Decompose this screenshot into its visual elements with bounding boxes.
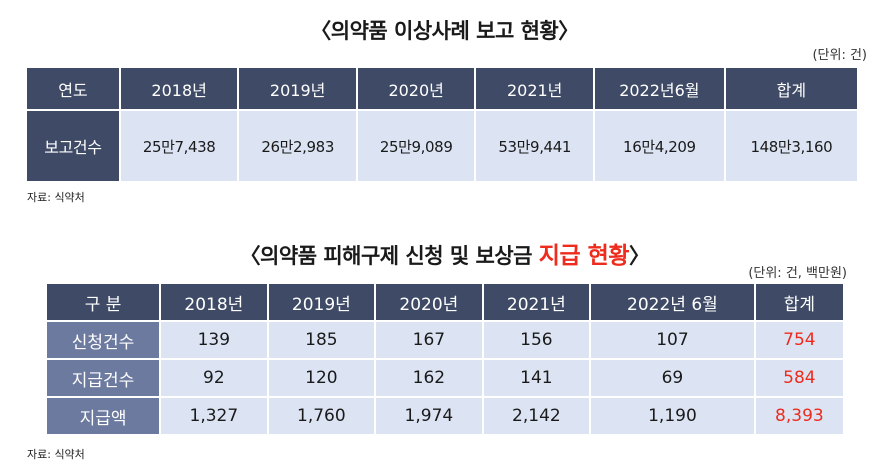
header-cell: 2021년 <box>483 284 590 320</box>
row-label: 신청건수 <box>47 322 160 358</box>
header-cell: 2020년 <box>376 284 482 320</box>
table-header-row: 구 분 2018년 2019년 2020년 2021년 2022년 6월 합계 <box>47 284 843 320</box>
header-cell: 합계 <box>755 284 843 320</box>
damage-relief-table: 구 분 2018년 2019년 2020년 2021년 2022년 6월 합계 … <box>45 282 845 436</box>
table-cell: 162 <box>376 360 482 396</box>
header-cell: 구 분 <box>47 284 160 320</box>
table-cell: 92 <box>161 360 267 396</box>
table-cell: 1,190 <box>591 398 754 434</box>
report-source-note: 자료: 식약처 <box>27 191 85 204</box>
table-cell: 141 <box>483 360 590 396</box>
total-cell: 584 <box>755 360 843 396</box>
table-cell: 185 <box>268 322 375 358</box>
header-cell: 합계 <box>725 68 857 109</box>
header-cell: 2018년 <box>161 284 267 320</box>
total-cell: 8,393 <box>755 398 843 434</box>
table-cell: 25만9,089 <box>357 111 475 181</box>
header-cell: 2018년 <box>120 68 238 109</box>
table-row: 지급건수 92 120 162 141 69 584 <box>47 360 843 396</box>
header-cell: 2019년 <box>268 284 375 320</box>
table-cell: 69 <box>591 360 754 396</box>
table-cell: 148만3,160 <box>725 111 857 181</box>
header-cell: 2019년 <box>239 68 356 109</box>
header-cell: 연도 <box>27 68 119 109</box>
relief-unit-label: (단위: 건, 백만원) <box>748 266 847 281</box>
table-row: 신청건수 139 185 167 156 107 754 <box>47 322 843 358</box>
title-highlight: 지급 현황 <box>538 243 630 269</box>
table-cell: 1,760 <box>268 398 375 434</box>
relief-status-title: 〈의약품 피해구제 신청 및 보상금 지급 현황〉 <box>0 236 889 270</box>
relief-source-note: 자료: 식약처 <box>27 448 85 461</box>
report-status-title: 〈의약품 이상사례 보고 현황〉 <box>310 19 579 43</box>
table-cell: 16만4,209 <box>594 111 724 181</box>
header-cell: 2022년 6월 <box>591 284 754 320</box>
header-cell: 2020년 <box>357 68 475 109</box>
table-row: 지급액 1,327 1,760 1,974 2,142 1,190 8,393 <box>47 398 843 434</box>
header-cell: 2022년6월 <box>594 68 724 109</box>
report-unit-label: (단위: 건) <box>812 48 867 63</box>
table-cell: 26만2,983 <box>239 111 356 181</box>
table-header-row: 연도 2018년 2019년 2020년 2021년 2022년6월 합계 <box>27 68 857 109</box>
title-suffix: 〉 <box>628 244 650 268</box>
row-label: 지급액 <box>47 398 160 434</box>
table-cell: 2,142 <box>483 398 590 434</box>
row-label: 지급건수 <box>47 360 160 396</box>
table-row: 보고건수 25만7,438 26만2,983 25만9,089 53만9,441… <box>27 111 857 181</box>
total-cell: 754 <box>755 322 843 358</box>
table-cell: 139 <box>161 322 267 358</box>
table-cell: 1,974 <box>376 398 482 434</box>
table-cell: 1,327 <box>161 398 267 434</box>
table-cell: 156 <box>483 322 590 358</box>
table-cell: 53만9,441 <box>476 111 593 181</box>
row-label: 보고건수 <box>27 111 119 181</box>
table-cell: 167 <box>376 322 482 358</box>
table-cell: 120 <box>268 360 375 396</box>
title-prefix: 〈의약품 피해구제 신청 및 보상금 <box>239 244 539 268</box>
table-cell: 107 <box>591 322 754 358</box>
adverse-event-report-table: 연도 2018년 2019년 2020년 2021년 2022년6월 합계 보고… <box>25 66 859 183</box>
header-cell: 2021년 <box>476 68 593 109</box>
table-cell: 25만7,438 <box>120 111 238 181</box>
